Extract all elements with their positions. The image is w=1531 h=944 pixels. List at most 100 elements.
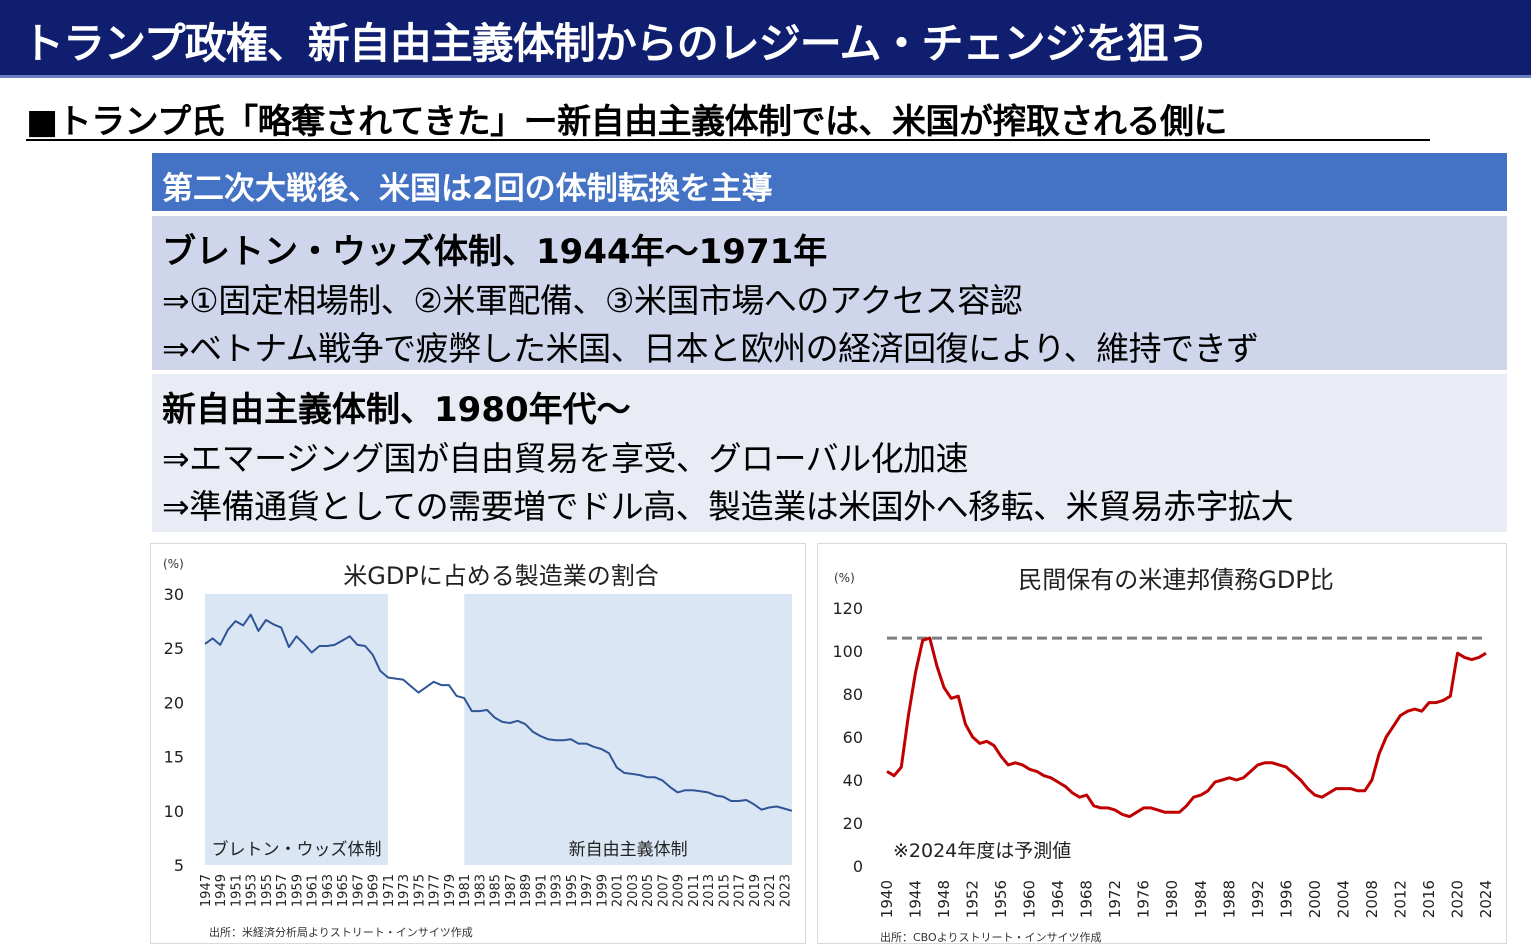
x-tick-label: 1996 [1277,880,1295,918]
title-underline [0,75,1531,78]
x-tick-label: 1997 [580,874,595,907]
subheading-rule [26,139,1430,141]
x-tick-label: 1984 [1192,880,1210,918]
x-tick-label: 2017 [733,874,748,907]
x-tick-label: 2024 [1477,880,1495,918]
x-tick-label: 1948 [935,880,953,918]
y-tick-label: 15 [164,748,184,767]
y-tick-label: 60 [843,728,863,747]
x-tick-label: 2007 [656,874,671,907]
x-tick-label: 1977 [428,874,443,907]
x-tick-label: 1940 [878,880,896,918]
x-tick-label: 1963 [321,874,336,907]
x-tick-label: 1961 [306,874,321,907]
x-tick-label: 1985 [489,874,504,907]
x-tick-label: 1973 [397,874,412,907]
chart-annotation: ※2024年度は予測値 [893,840,1071,862]
x-tick-label: 1995 [565,874,580,907]
x-tick-label: 2015 [717,874,732,907]
chart-source: 出所：米経済分析局よりストリート・インサイツ作成 [209,925,473,939]
x-tick-label: 2016 [1420,880,1438,918]
shaded-region-0 [205,594,388,865]
x-tick-label: 2004 [1334,880,1352,918]
y-tick-label: 20 [843,814,863,833]
y-unit-label: (%) [163,557,184,571]
x-tick-label: 1960 [1021,880,1039,918]
x-tick-label: 2009 [672,874,687,907]
y-tick-label: 25 [164,639,184,658]
x-tick-label: 1983 [473,874,488,907]
shaded-region-1 [464,594,792,865]
x-tick-label: 2012 [1391,880,1409,918]
chart-title: 民間保有の米連邦債務GDP比 [1018,566,1334,594]
panel-bretton-woods: ブレトン・ウッズ体制、1944年～1971年 ⇒①固定相場制、②米軍配備、③米国… [152,216,1507,370]
panel-line: ⇒準備通貨としての需要増でドル高、製造業は米国外へ移転、米貿易赤字拡大 [162,487,1294,526]
x-tick-label: 1980 [1163,880,1181,918]
x-tick-label: 1979 [443,874,458,907]
series-line-0 [204,613,793,812]
y-tick-label: 100 [832,642,863,661]
y-tick-label: 80 [843,685,863,704]
x-tick-label: 1951 [229,874,244,907]
x-tick-label: 2023 [778,874,793,907]
x-tick-label: 1969 [367,874,382,907]
x-tick-label: 1975 [412,874,427,907]
chart-source: 出所：CBOよりストリート・インサイツ作成 [880,930,1101,944]
banner: 第二次大戦後、米国は2回の体制転換を主導 [152,153,1507,211]
x-tick-label: 1992 [1249,880,1267,918]
x-tick-label: 1993 [550,874,565,907]
y-tick-label: 40 [843,771,863,790]
x-tick-label: 2008 [1363,880,1381,918]
x-tick-label: 1952 [964,880,982,918]
y-tick-label: 0 [853,857,863,876]
x-tick-label: 1981 [458,874,473,907]
x-tick-label: 1944 [907,880,925,918]
x-tick-label: 1972 [1106,880,1124,918]
x-tick-label: 1988 [1220,880,1238,918]
panel-neoliberal: 新自由主義体制、1980年代～ ⇒エマージング国が自由貿易を享受、グローバル化加… [152,374,1507,532]
x-tick-label: 1956 [992,880,1010,918]
x-tick-label: 1957 [275,874,290,907]
panel-heading: ブレトン・ウッズ体制、1944年～1971年 [162,232,828,272]
panel-line: ⇒①固定相場制、②米軍配備、③米国市場へのアクセス容認 [162,281,1023,320]
x-tick-label: 1999 [595,874,610,907]
x-tick-label: 1967 [351,874,366,907]
x-tick-label: 2019 [748,874,763,907]
manufacturing-share-chart: 米GDPに占める製造業の割合 (%) ブレトン・ウッズ体制 新自由主義体制 5 10 15 2… [150,543,806,944]
x-tick-label: 1964 [1049,880,1067,918]
x-tick-label: 1968 [1078,880,1096,918]
x-tick-label: 2021 [763,874,778,907]
subheading: ■トランプ氏「略奪されてきた」ー新自由主義体制では、米国が搾取される側に [26,102,1228,142]
x-tick-label: 2000 [1306,880,1324,918]
x-tick-label: 1976 [1135,880,1153,918]
x-tick-label: 1989 [519,874,534,907]
x-tick-label: 1953 [245,874,260,907]
panel-line: ⇒エマージング国が自由貿易を享受、グローバル化加速 [162,439,969,478]
y-tick-label: 10 [164,802,184,821]
y-tick-label: 120 [832,599,863,618]
x-tick-label: 2003 [626,874,641,907]
y-tick-label: 30 [164,585,184,604]
page-title: トランプ政権、新自由主義体制からのレジーム・チェンジを狙う [22,19,1209,68]
x-tick-label: 2013 [702,874,717,907]
chart-title: 米GDPに占める製造業の割合 [343,562,659,590]
x-tick-label: 2001 [611,874,626,907]
shaded-region-label: 新自由主義体制 [569,840,688,860]
banner-text: 第二次大戦後、米国は2回の体制転換を主導 [162,171,773,207]
federal-debt-svg: 民間保有の米連邦債務GDP比 (%) 0 20 40 60 80 100 120 1940 1944… [832,566,1495,944]
title-bar: トランプ政権、新自由主義体制からのレジーム・チェンジを狙う [0,0,1531,78]
panel-heading: 新自由主義体制、1980年代～ [162,390,631,430]
x-tick-label: 1991 [534,874,549,907]
x-tick-label: 2011 [687,874,702,907]
federal-debt-chart: 民間保有の米連邦債務GDP比 (%) 0 20 40 60 80 100 120 1940 1944… [817,543,1507,944]
x-tick-label: 2005 [641,874,656,907]
x-tick-label: 1955 [260,874,275,907]
y-tick-label: 5 [174,856,184,875]
panel-line: ⇒ベトナム戦争で疲弊した米国、日本と欧州の経済回復により、維持できず [162,329,1259,368]
x-tick-label: 1959 [290,874,305,907]
x-tick-label: 1949 [214,874,229,907]
x-tick-label: 2020 [1448,880,1466,918]
shaded-region-label: ブレトン・ウッズ体制 [211,839,381,860]
y-tick-label: 20 [164,693,184,712]
x-tick-label: 1947 [199,874,214,907]
